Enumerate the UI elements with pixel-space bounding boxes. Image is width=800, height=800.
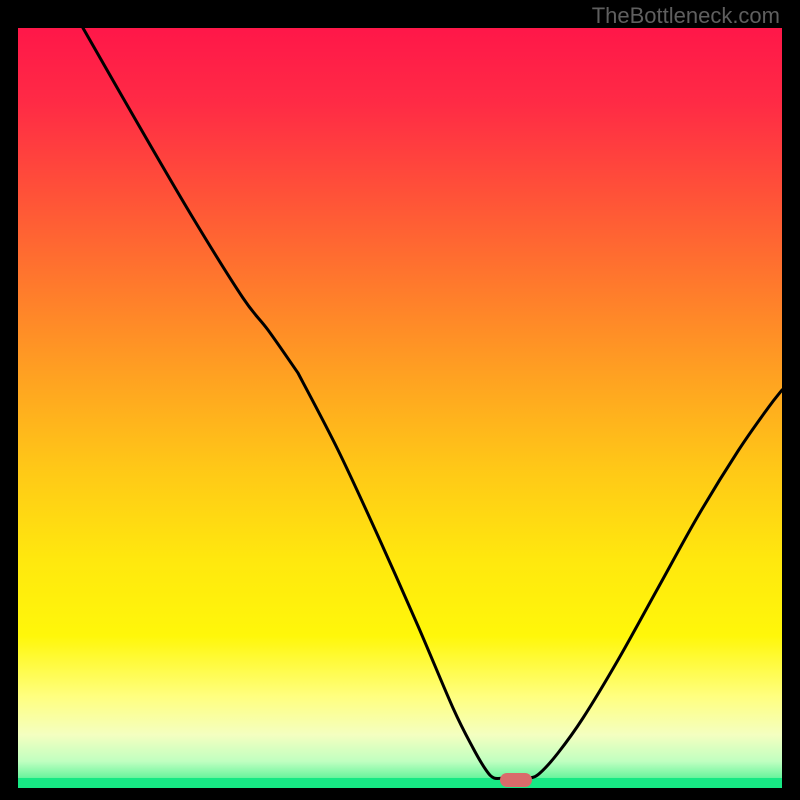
watermark-text: TheBottleneck.com (592, 3, 780, 29)
plot-area (18, 28, 782, 788)
bottleneck-curve (18, 28, 782, 788)
curve-path (83, 28, 782, 779)
chart-frame: TheBottleneck.com (0, 0, 800, 800)
border-right (782, 0, 800, 800)
optimal-marker (500, 773, 532, 787)
border-bottom (0, 788, 800, 800)
border-left (0, 0, 18, 800)
